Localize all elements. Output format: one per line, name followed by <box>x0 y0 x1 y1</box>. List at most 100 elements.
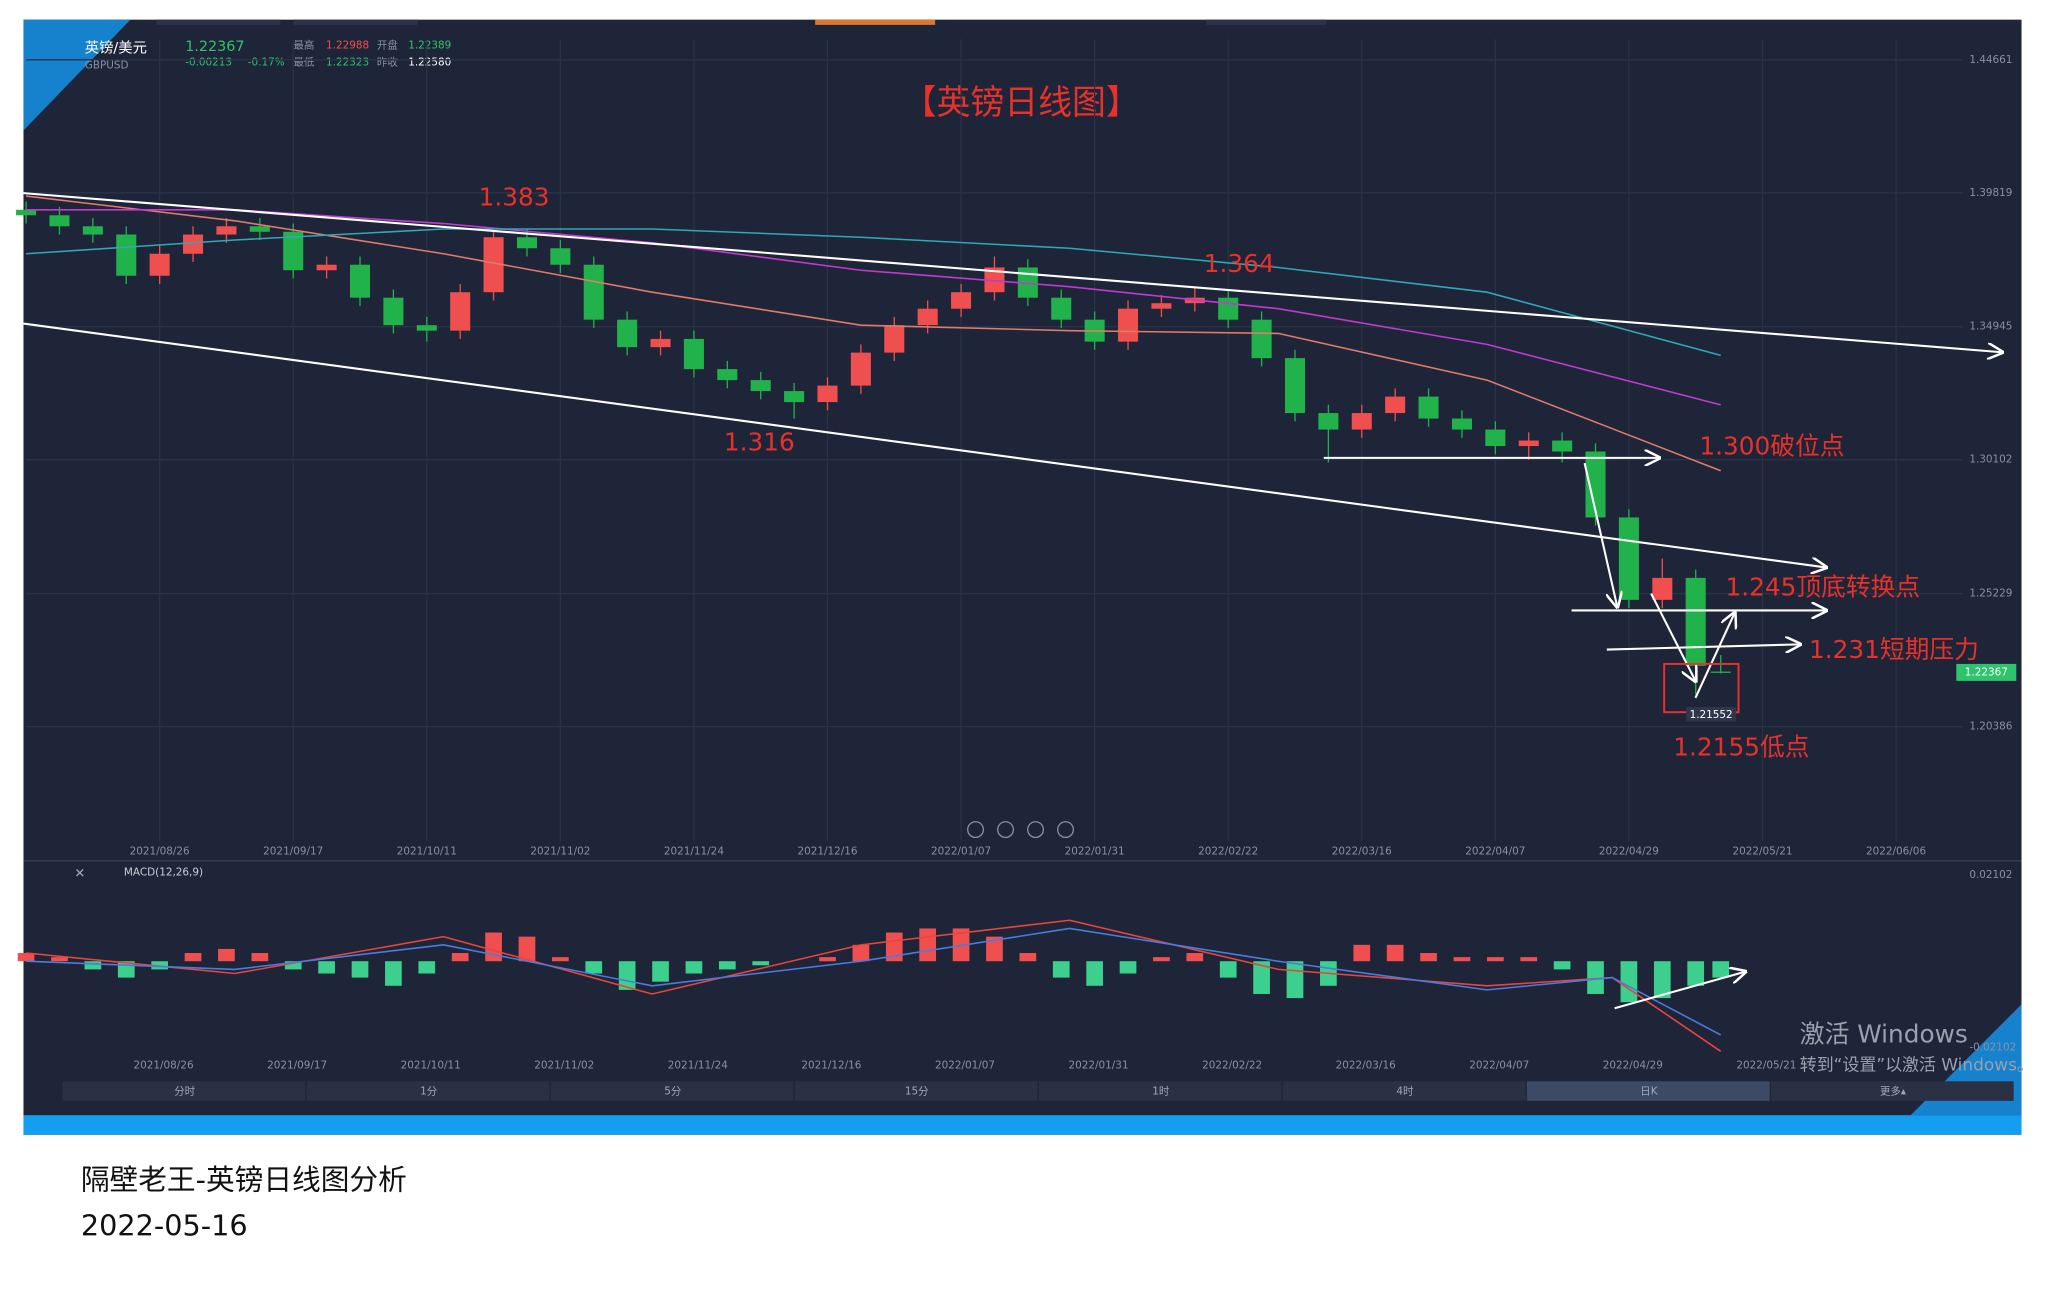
candle-body <box>450 292 471 331</box>
x-tick-label: 2022/02/22 <box>1198 846 1258 858</box>
candle-body <box>650 338 671 348</box>
macd-bar <box>84 961 102 970</box>
zoom-controls[interactable] <box>967 821 1075 839</box>
value: 1.22580 <box>408 57 451 69</box>
tab-bg[interactable] <box>550 1081 794 1101</box>
candle-body <box>750 380 771 392</box>
macd-bar <box>685 961 703 974</box>
indicator-title: MACD(12,26,9) <box>124 867 203 879</box>
candle-body <box>1710 671 1731 673</box>
price-tag-bg <box>1686 706 1736 722</box>
candle-body <box>1151 303 1172 309</box>
macd-bar <box>251 953 269 962</box>
candle-body <box>817 385 838 403</box>
code: GBPUSD <box>85 59 129 71</box>
candle-body <box>383 297 404 326</box>
candle-body <box>116 234 137 276</box>
macd-bar <box>1386 944 1404 962</box>
tab-bg[interactable] <box>62 1081 306 1101</box>
macd-bar <box>151 961 169 970</box>
x-tick-label: 2021/11/02 <box>534 1060 594 1072</box>
tab-bg[interactable] <box>1526 1081 1770 1101</box>
x-tick-label: 2021/10/11 <box>397 846 457 858</box>
tab-bg[interactable] <box>1038 1081 1282 1101</box>
tab[interactable]: 15分 <box>905 1086 929 1098</box>
tab[interactable]: 4时 <box>1396 1086 1414 1098</box>
symbol[interactable]: 英镑/美元 <box>85 38 147 56</box>
macd-bar <box>518 936 536 962</box>
tab[interactable]: 1时 <box>1152 1086 1170 1098</box>
value: 1.22389 <box>408 40 451 52</box>
candle-body <box>1284 358 1306 414</box>
value: 1.22988 <box>326 40 369 52</box>
candle-body <box>16 209 37 216</box>
candle-body <box>1218 297 1239 320</box>
indicator-line <box>25 195 1722 472</box>
x-tick-label: 2021/12/16 <box>801 1060 861 1072</box>
close-icon[interactable]: ✕ <box>74 866 85 881</box>
candle-body <box>884 325 905 353</box>
tab[interactable]: 分时 <box>174 1086 195 1098</box>
value: 1.22323 <box>326 57 369 69</box>
macd-bar <box>485 932 502 962</box>
tab-bg[interactable] <box>1282 1081 1526 1101</box>
macd-bar <box>184 953 202 962</box>
macd-bar <box>618 961 636 990</box>
macd-bar <box>1453 957 1471 962</box>
y-tick-label: 0.02102 <box>1969 869 2012 881</box>
macd-bar <box>451 953 469 962</box>
chart-panel <box>23 19 2022 1135</box>
annotation: 1.300破位点 <box>1699 431 1844 460</box>
annotation: 1.383 <box>479 182 550 211</box>
low-tag: 1.21552 <box>1690 709 1733 721</box>
candle-body <box>583 264 604 320</box>
candle-body <box>1051 297 1072 320</box>
tab[interactable]: 1分 <box>420 1086 437 1098</box>
candle-body <box>951 292 972 309</box>
candle-body <box>1418 396 1439 419</box>
candle-body <box>1618 517 1639 600</box>
watermark: 激活 Windows <box>1800 1020 1968 1049</box>
tab-bg[interactable] <box>794 1081 1038 1101</box>
indicator-line <box>26 919 1722 1052</box>
tab-bg[interactable] <box>1770 1081 2014 1101</box>
candle-body <box>216 226 237 235</box>
x-tick-label: 2022/01/07 <box>935 1060 995 1072</box>
tab[interactable]: 日K <box>1640 1086 1658 1098</box>
macd-bar <box>218 948 235 962</box>
x-tick-label: 2022/05/21 <box>1732 846 1792 858</box>
tab-bg[interactable] <box>306 1081 550 1101</box>
macd-bar <box>1712 961 1730 978</box>
x-tick-label: 2021/08/26 <box>134 1060 194 1072</box>
candle-body <box>516 237 537 249</box>
macd-bar <box>1687 961 1705 986</box>
macd-bar <box>552 957 569 962</box>
price-tag-bg <box>1956 663 2017 681</box>
macd-bar <box>718 961 736 970</box>
x-tick-label: 2022/04/07 <box>1465 846 1525 858</box>
y-tick-label: 1.25229 <box>1969 588 2012 600</box>
macd-bar <box>919 928 937 962</box>
tab[interactable]: 更多▴ <box>1880 1085 1907 1098</box>
status-bar <box>23 1115 2022 1135</box>
macd-bar <box>351 961 369 978</box>
tab[interactable]: 5分 <box>664 1086 681 1098</box>
candle-body <box>1251 319 1272 359</box>
candle-body <box>82 226 103 235</box>
chart-title: 【英镑日线图】 <box>903 83 1140 122</box>
annotation: 1.2155低点 <box>1673 733 1809 762</box>
label: 开盘 <box>377 39 398 52</box>
candle-body <box>617 319 638 348</box>
x-tick-label: 2022/04/29 <box>1599 846 1659 858</box>
macd-bar <box>585 961 603 974</box>
x-tick-label: 2021/08/26 <box>130 846 190 858</box>
x-tick-label: 2022/01/07 <box>931 846 991 858</box>
candle-body <box>1485 429 1506 447</box>
candle-body <box>1518 440 1539 447</box>
candle-body <box>850 352 871 386</box>
x-tick-label: 2022/01/31 <box>1069 1060 1129 1072</box>
macd-bar <box>1219 961 1237 978</box>
candle-body <box>349 264 371 298</box>
